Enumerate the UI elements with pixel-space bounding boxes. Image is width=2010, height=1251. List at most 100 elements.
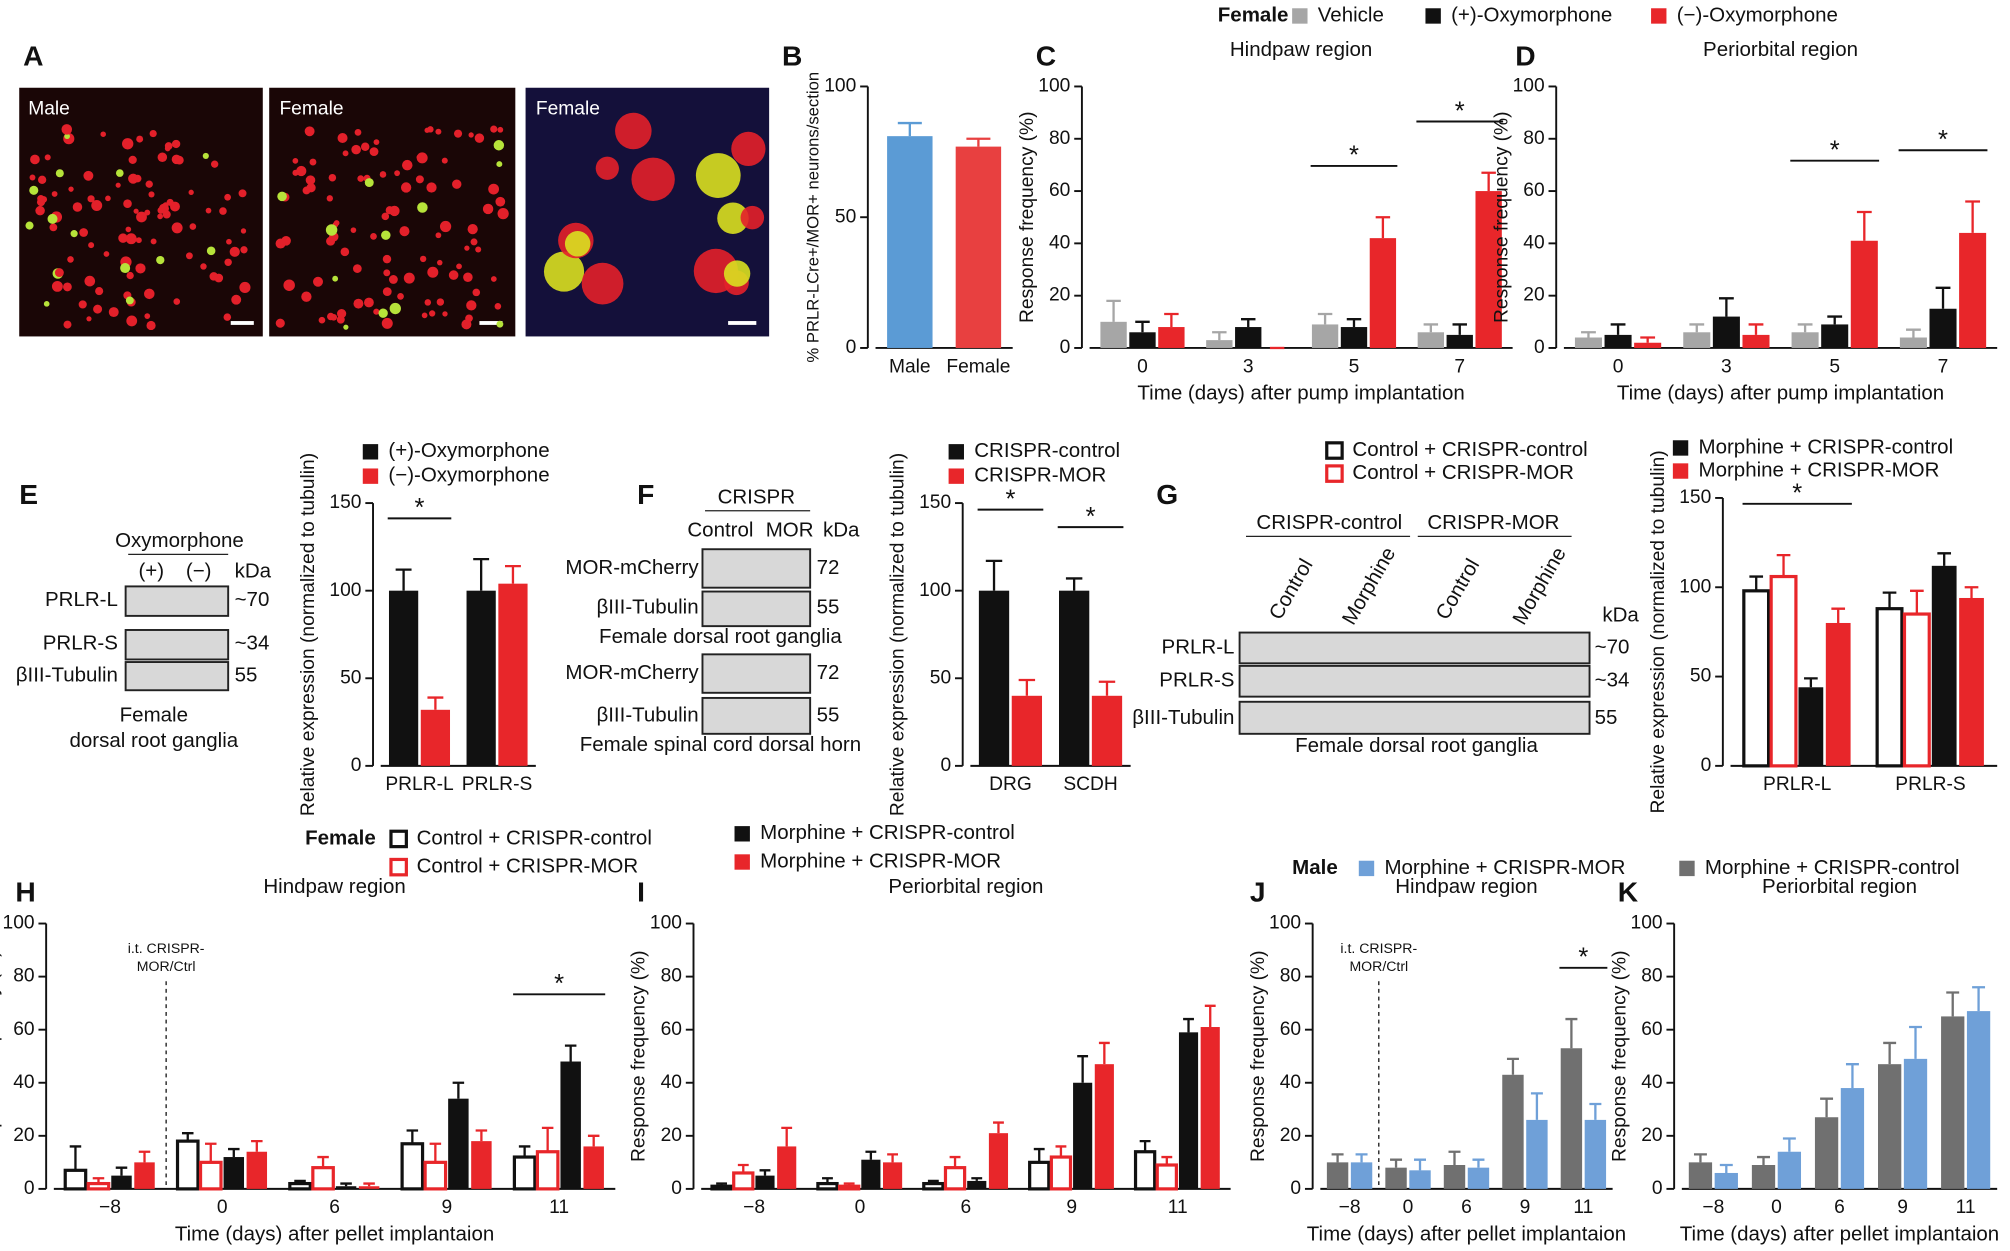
error-bar xyxy=(1820,1097,1834,1118)
cell xyxy=(581,262,624,305)
blot xyxy=(1238,664,1591,698)
error-bar xyxy=(1610,323,1626,335)
bar xyxy=(861,1159,881,1189)
panel-letter: G xyxy=(1156,478,1178,510)
bar xyxy=(710,1184,733,1191)
cell xyxy=(79,228,89,237)
legend-label: Control + CRISPR-MOR xyxy=(417,855,639,878)
cell xyxy=(442,311,448,317)
y-tick-label: 0 xyxy=(351,755,362,776)
y-tick-label: 150 xyxy=(1679,487,1711,508)
cell xyxy=(496,161,503,168)
cell xyxy=(93,304,103,314)
bar xyxy=(816,1181,839,1191)
cell xyxy=(327,312,335,321)
y-tick-label: 0 xyxy=(1701,755,1712,776)
bar xyxy=(1417,332,1445,348)
legend-swatch xyxy=(389,857,408,877)
blot xyxy=(701,590,812,628)
y-tick-label: 50 xyxy=(930,667,951,688)
row-label: PRLR-L xyxy=(45,588,118,611)
error-bar xyxy=(1346,318,1362,328)
cell xyxy=(224,193,231,201)
cell xyxy=(435,128,442,135)
cell xyxy=(456,263,462,270)
x-tick-label: −8 xyxy=(1339,1197,1361,1218)
image-label: Female xyxy=(279,99,343,120)
cell xyxy=(144,288,155,300)
error-bar xyxy=(1530,1092,1543,1120)
cell xyxy=(206,246,216,256)
error-bar xyxy=(505,564,521,584)
bar xyxy=(1560,1048,1583,1189)
x-tick-label: 5 xyxy=(1829,356,1840,377)
x-tick-label: −8 xyxy=(99,1197,121,1218)
x-tick-label: 11 xyxy=(1573,1197,1593,1218)
cell xyxy=(135,263,146,274)
error-bar xyxy=(1106,299,1121,322)
cell xyxy=(472,288,481,297)
x-tick-label: 0 xyxy=(217,1197,228,1218)
cell xyxy=(427,266,439,278)
panel-letter: E xyxy=(19,478,38,510)
bar xyxy=(1742,589,1771,768)
bar xyxy=(1712,316,1740,348)
y-tick-label: 100 xyxy=(1269,913,1301,934)
error-bar xyxy=(1423,323,1439,333)
bar xyxy=(1311,324,1339,348)
y-axis-label: Response frequency (%) xyxy=(1248,950,1269,1162)
row-label: βIII-Tubulin xyxy=(16,664,118,687)
lane-label: Morphine xyxy=(1338,543,1401,629)
legend-label: (+)-Oxymorphone xyxy=(388,439,549,462)
x-tick-label: DRG xyxy=(989,774,1032,795)
cell xyxy=(416,154,422,160)
bar xyxy=(388,590,419,766)
cell xyxy=(125,226,132,233)
scale-bar xyxy=(728,321,757,325)
cell xyxy=(30,154,40,165)
cell xyxy=(381,212,390,221)
cell xyxy=(490,125,498,133)
bar xyxy=(1206,340,1233,348)
cell xyxy=(439,220,452,233)
y-tick-label: 80 xyxy=(1280,966,1301,987)
legend-label: Vehicle xyxy=(1318,3,1384,26)
cell xyxy=(352,264,362,273)
cell xyxy=(342,150,349,157)
y-tick-label: 100 xyxy=(1513,76,1545,97)
caption: dorsal root ganglia xyxy=(69,729,238,752)
bar xyxy=(1584,1119,1607,1189)
cell xyxy=(452,179,462,189)
cell xyxy=(373,308,380,315)
legend-swatch xyxy=(1292,8,1308,24)
cell xyxy=(95,287,104,296)
y-tick-label: 20 xyxy=(1641,1125,1662,1146)
x-tick-label: 7 xyxy=(1938,356,1949,377)
error-bar xyxy=(473,557,490,591)
bar xyxy=(471,1141,492,1189)
panel-letter: H xyxy=(15,876,35,908)
bar xyxy=(1903,1058,1928,1189)
cell xyxy=(91,200,103,211)
chart: 0 50 100 150 Relative expression (normalized… xyxy=(1325,435,1998,814)
cell xyxy=(399,226,410,237)
x-tick-label: 6 xyxy=(961,1197,972,1218)
cell xyxy=(49,223,58,232)
error-bar xyxy=(971,1177,983,1181)
group-label: CRISPR-control xyxy=(1256,511,1402,534)
legend-label: CRISPR-MOR xyxy=(974,464,1106,487)
x-tick-label: PRLR-L xyxy=(385,774,454,795)
cell xyxy=(115,169,124,177)
x-tick-label: 3 xyxy=(1721,356,1732,377)
panel-letter: B xyxy=(782,40,802,72)
panel-letter: A xyxy=(23,40,43,72)
blot-g: CRISPR-control CRISPR-MOR Control Morphi… xyxy=(1132,511,1639,757)
cell xyxy=(136,211,147,223)
cell xyxy=(133,208,139,214)
error-bar xyxy=(1937,552,1952,566)
error-bar xyxy=(1965,200,1981,233)
bar xyxy=(1959,232,1987,348)
lane-label: Morphine xyxy=(1508,543,1571,629)
cell xyxy=(360,142,370,151)
